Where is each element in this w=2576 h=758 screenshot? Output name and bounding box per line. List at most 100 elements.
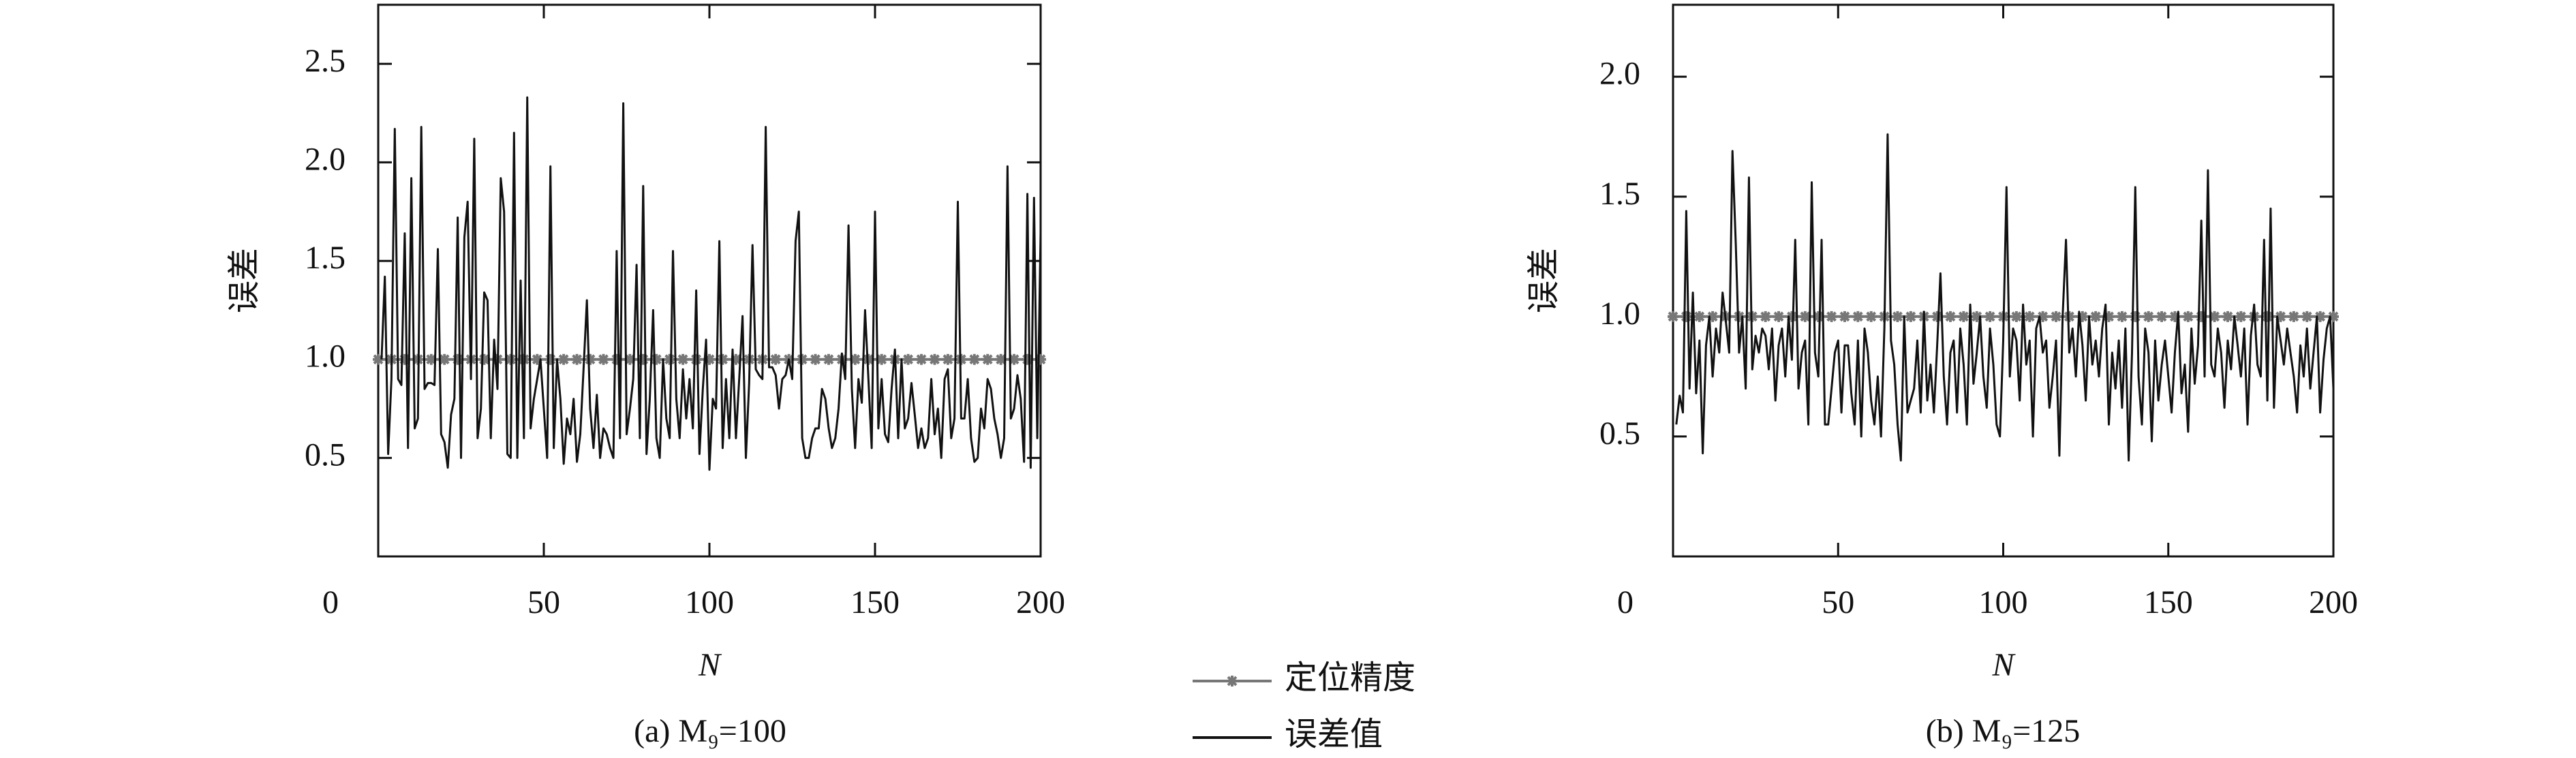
point-marker [2010, 311, 2022, 322]
point-marker [545, 353, 556, 365]
point-marker [1905, 311, 1916, 322]
point-marker [770, 353, 782, 365]
point-marker [2130, 311, 2141, 322]
x-tick-label: 0 [1617, 584, 1634, 620]
point-marker [1693, 311, 1705, 322]
y-axis-label: 误差 [1526, 248, 1562, 313]
point-marker [637, 353, 649, 365]
point-marker [968, 353, 980, 365]
point-marker [1786, 311, 1798, 322]
point-marker [982, 353, 994, 365]
series-line [1675, 133, 2335, 462]
point-marker [1958, 311, 1969, 322]
x-axis-label: N [1991, 647, 2016, 683]
point-marker [690, 353, 702, 365]
point-marker [1707, 311, 1719, 322]
point-marker [2103, 311, 2115, 322]
point-marker [810, 353, 821, 365]
point-marker [2076, 311, 2088, 322]
point-marker [2314, 311, 2326, 322]
legend-label: 误差值 [1285, 716, 1383, 753]
point-marker [624, 353, 636, 365]
y-tick-label: 2.0 [1599, 56, 1640, 92]
point-marker [1799, 311, 1811, 322]
x-tick-label: 0 [322, 584, 339, 620]
point-marker [1839, 311, 1850, 322]
point-marker [2288, 311, 2299, 322]
x-tick-label: 200 [1016, 584, 1065, 620]
point-marker [2116, 311, 2128, 322]
plot-frame [377, 3, 1042, 558]
point-marker [2301, 311, 2313, 322]
point-marker [1892, 311, 1903, 322]
x-tick-label: 100 [685, 584, 734, 620]
point-marker [876, 353, 887, 365]
point-marker [902, 353, 914, 365]
point-marker [1944, 311, 1956, 322]
point-marker [651, 353, 662, 365]
point-marker [677, 353, 689, 365]
point-marker [532, 353, 543, 365]
point-marker [2209, 311, 2220, 322]
point-marker [1773, 311, 1785, 322]
x-tick-label: 50 [527, 584, 560, 620]
point-marker [2222, 311, 2233, 322]
point-marker [1865, 311, 1877, 322]
point-marker [1035, 353, 1046, 365]
y-tick-label: 1.0 [305, 338, 346, 375]
caption: (a) M₉=100 [634, 713, 786, 749]
point-marker [2090, 311, 2102, 322]
point-marker [929, 353, 940, 365]
y-tick-label: 2.0 [305, 141, 346, 177]
point-marker [2156, 311, 2168, 322]
point-marker [425, 353, 437, 365]
point-marker [1984, 311, 1996, 322]
point-marker [2235, 311, 2247, 322]
point-marker [1009, 353, 1020, 365]
x-tick-label: 200 [2309, 584, 2358, 620]
point-marker [2037, 311, 2049, 322]
point-marker [399, 353, 410, 365]
point-marker [704, 353, 715, 365]
point-marker [478, 353, 490, 365]
point-marker [1681, 311, 1692, 322]
point-marker [2064, 311, 2075, 322]
point-marker [849, 353, 861, 365]
point-marker [1971, 311, 1982, 322]
x-tick-label: 100 [1979, 584, 2028, 620]
point-marker [2275, 311, 2286, 322]
point-marker [2182, 311, 2194, 322]
point-marker [797, 353, 808, 365]
point-marker [1813, 311, 1824, 322]
point-marker [1760, 311, 1771, 322]
point-marker [1733, 311, 1745, 322]
point-marker [1852, 311, 1864, 322]
y-tick-label: 1.5 [305, 240, 346, 276]
point-marker [2051, 311, 2062, 322]
point-marker [1022, 353, 1033, 365]
y-tick-label: 2.5 [305, 43, 346, 79]
point-marker [916, 353, 927, 365]
y-tick-label: 0.5 [305, 437, 346, 473]
point-marker [1931, 311, 1943, 322]
point-marker [571, 353, 583, 365]
plot-frame [1672, 3, 2335, 558]
x-axis-label: N [698, 647, 722, 683]
x-tick-label: 150 [850, 584, 900, 620]
point-marker [2024, 311, 2036, 322]
x-tick-label: 150 [2144, 584, 2193, 620]
point-marker [995, 353, 1007, 365]
legend-marker [1227, 676, 1238, 686]
y-tick-label: 1.5 [1599, 176, 1640, 212]
point-marker [823, 353, 834, 365]
point-marker [2328, 311, 2339, 322]
y-tick-label: 1.0 [1599, 296, 1640, 332]
caption: (b) M₉=125 [1926, 713, 2080, 749]
point-marker [2262, 311, 2273, 322]
point-marker [585, 353, 596, 365]
point-marker [664, 353, 675, 365]
y-tick-label: 0.5 [1599, 415, 1640, 452]
x-tick-label: 50 [1822, 584, 1854, 620]
point-marker [1668, 311, 1678, 322]
